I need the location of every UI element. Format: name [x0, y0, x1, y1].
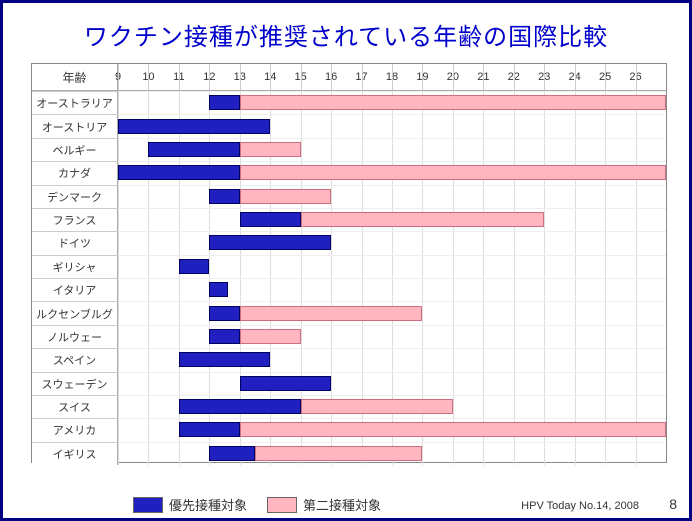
country-label: デンマーク: [32, 185, 118, 208]
age-axis: 91011121314151617181920212223242526: [118, 64, 666, 90]
bar-secondary: [301, 399, 453, 414]
bar-primary: [179, 399, 301, 414]
bar-secondary: [240, 189, 331, 204]
country-label: ノルウェー: [32, 325, 118, 348]
bar-primary: [240, 212, 301, 227]
bar-primary: [209, 306, 239, 321]
chart-rows: オーストラリアオーストリアベルギーカナダデンマークフランスドイツギリシャイタリア…: [32, 91, 666, 465]
country-label: フランス: [32, 208, 118, 231]
country-label: スペイン: [32, 348, 118, 371]
bar-secondary: [240, 95, 666, 110]
country-label: アメリカ: [32, 418, 118, 441]
bar-primary: [179, 352, 270, 367]
bar-primary: [179, 422, 240, 437]
slide: ワクチン接種が推奨されている年齢の国際比較 年齢 910111213141516…: [0, 0, 692, 521]
bar-secondary: [240, 422, 666, 437]
swatch-primary: [133, 497, 163, 513]
legend: 優先接種対象 第二接種対象: [133, 495, 381, 514]
bar-primary: [179, 259, 209, 274]
bar-secondary: [240, 306, 423, 321]
country-label: ベルギー: [32, 138, 118, 161]
plot-area: [118, 91, 666, 465]
source-text: HPV Today No.14, 2008: [521, 500, 639, 512]
legend-item-secondary: 第二接種対象: [267, 495, 381, 514]
legend-secondary-label: 第二接種対象: [303, 495, 381, 514]
header-row: 年齢 91011121314151617181920212223242526: [32, 64, 666, 91]
country-label: イタリア: [32, 278, 118, 301]
swatch-secondary: [267, 497, 297, 513]
country-label: オーストラリア: [32, 91, 118, 114]
age-header: 年齢: [32, 64, 118, 90]
country-label: オーストリア: [32, 114, 118, 137]
bar-secondary: [255, 446, 422, 461]
bar-secondary: [301, 212, 545, 227]
bar-primary: [118, 119, 270, 134]
bar-primary: [148, 142, 239, 157]
country-label: スイス: [32, 395, 118, 418]
bar-primary: [118, 165, 240, 180]
chart-title: ワクチン接種が推奨されている年齢の国際比較: [3, 17, 689, 52]
bar-primary: [209, 446, 255, 461]
country-label: イギリス: [32, 442, 118, 465]
bar-primary: [209, 329, 239, 344]
country-label: ルクセンブルグ: [32, 301, 118, 324]
bar-primary: [209, 235, 331, 250]
legend-primary-label: 優先接種対象: [169, 495, 247, 514]
country-label: ギリシャ: [32, 255, 118, 278]
country-label: カナダ: [32, 161, 118, 184]
country-label: ドイツ: [32, 231, 118, 254]
legend-item-primary: 優先接種対象: [133, 495, 247, 514]
page-number: 8: [669, 496, 677, 512]
bar-secondary: [240, 142, 301, 157]
bar-secondary: [240, 329, 301, 344]
bar-secondary: [240, 165, 666, 180]
bar-primary: [209, 189, 239, 204]
chart-area: 年齢 91011121314151617181920212223242526 オ…: [31, 63, 667, 463]
country-label: スウェーデン: [32, 372, 118, 395]
bar-primary: [209, 282, 227, 297]
bar-primary: [209, 95, 239, 110]
bar-primary: [240, 376, 331, 391]
